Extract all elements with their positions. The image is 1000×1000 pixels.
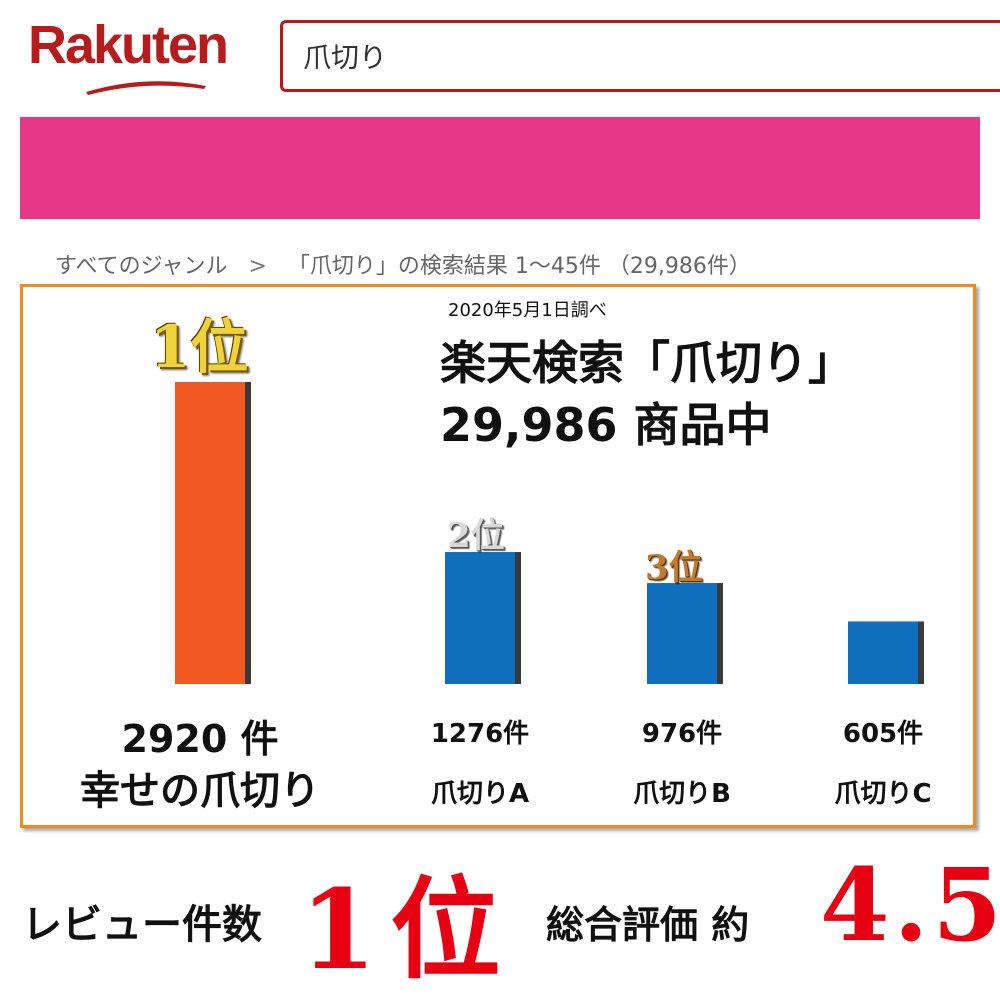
bar-3	[848, 621, 918, 684]
bar-2	[647, 583, 717, 684]
bar-0	[175, 382, 245, 684]
top-product-count: 2920 件	[121, 717, 279, 761]
bar-shadow-2	[717, 583, 723, 684]
bar-shadow-1	[515, 552, 521, 684]
summary-line: レビュー件数 1位 総合評価 約 4.5	[0, 840, 1000, 994]
bar-value-label: 605件	[843, 719, 923, 749]
bar-value-label: 1276件	[431, 719, 529, 749]
rank-2-badge: 2位	[447, 516, 505, 556]
breadcrumb: すべてのジャンル > 「爪切り」の検索結果 1～45件 （29,986件）	[55, 248, 751, 280]
rank-3-badge: 3位	[645, 548, 703, 588]
breadcrumb-separator: >	[248, 254, 267, 279]
bar-category-label: 爪切りA	[431, 779, 529, 809]
breadcrumb-current: 「爪切り」の検索結果 1～45件 （29,986件）	[287, 254, 751, 279]
bar-1	[445, 552, 515, 684]
rakuten-logo[interactable]: Rakuten	[28, 18, 258, 96]
panel-headline: 楽天検索「爪切り」 29,986 商品中	[440, 332, 854, 456]
bar-category-label: 爪切りC	[834, 779, 931, 809]
headline-line2: 29,986 商品中	[440, 398, 772, 452]
bar-shadow-3	[918, 621, 924, 684]
overall-rating-label: 総合評価 約	[546, 902, 750, 947]
survey-date: 2020年5月1日調べ	[448, 300, 607, 321]
logo-wordmark: Rakuten	[28, 15, 229, 75]
logo-swoosh-icon	[86, 81, 206, 95]
pink-banner	[20, 117, 980, 219]
bar-value-label: 976件	[642, 719, 722, 749]
search-input[interactable]: 爪切り	[280, 20, 1000, 92]
breadcrumb-root-link[interactable]: すべてのジャンル	[55, 254, 228, 279]
headline-line1: 楽天検索「爪切り」	[440, 336, 854, 390]
bar-shadow-0	[245, 382, 251, 684]
review-rank: 1位	[300, 865, 515, 994]
bar-category-label: 爪切りB	[633, 779, 731, 809]
top-product-name: 幸せの爪切り	[80, 768, 320, 814]
review-count-label: レビュー件数	[22, 901, 262, 948]
overall-rating-score: 4.5	[820, 846, 1000, 964]
rank-1-badge: 1位	[150, 313, 249, 381]
